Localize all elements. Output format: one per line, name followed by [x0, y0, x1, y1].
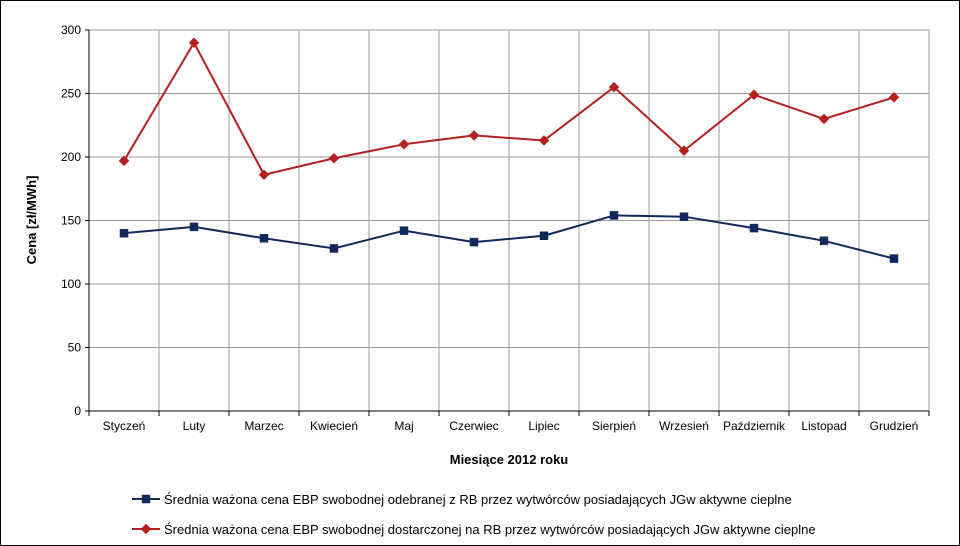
series-2-point — [608, 81, 620, 93]
axes — [85, 29, 930, 416]
legend-item-1: Średnia ważona cena EBP swobodnej odebra… — [132, 492, 792, 507]
legend-item-2: Średnia ważona cena EBP swobodnej dostar… — [132, 522, 816, 537]
series-1-point — [889, 254, 899, 263]
series-1-point — [819, 236, 829, 246]
y-tick-label: 100 — [61, 277, 81, 291]
series-2-point — [538, 135, 550, 146]
y-tick-label: 200 — [61, 150, 81, 164]
x-tick-label: Wrzesień — [659, 419, 709, 433]
x-tick-label: Listopad — [801, 419, 846, 433]
legend-swatch-marker — [140, 523, 152, 535]
series-1-line — [123, 214, 895, 260]
series-2-point — [258, 169, 270, 181]
series-2-point — [888, 91, 900, 103]
y-tick-label: 300 — [61, 23, 81, 37]
series-2-point — [398, 138, 410, 150]
series-2 — [118, 37, 900, 181]
y-axis-ticks: 0 50 100 150 200 250 300 — [61, 23, 81, 418]
gridlines — [89, 29, 930, 411]
series-2-point — [818, 113, 830, 125]
legend: Średnia ważona cena EBP swobodnej odebra… — [132, 492, 816, 537]
series-1 — [119, 211, 899, 263]
x-axis-title: Miesiące 2012 roku — [450, 452, 569, 467]
series-2-point — [118, 155, 130, 167]
x-tick-label: Kwiecień — [310, 419, 358, 433]
y-tick-label: 150 — [61, 214, 81, 228]
x-tick-label: Maj — [394, 419, 413, 433]
series-1-point — [259, 234, 269, 243]
legend-label: Średnia ważona cena EBP swobodnej dostar… — [164, 522, 816, 537]
series-2-point — [468, 130, 480, 141]
series-layer — [118, 37, 900, 263]
y-tick-label: 250 — [61, 87, 81, 101]
series-1-point — [749, 223, 759, 233]
series-2-point — [748, 89, 760, 101]
x-tick-label: Październik — [723, 419, 786, 433]
x-tick-label: Lipiec — [528, 419, 559, 433]
series-1-point — [679, 212, 689, 221]
series-1-point — [329, 244, 339, 253]
x-tick-label: Styczeń — [103, 419, 146, 433]
series-1-point — [189, 222, 199, 232]
series-1-point — [469, 237, 479, 247]
series-2-line — [123, 41, 895, 176]
series-2-point — [188, 37, 200, 49]
x-tick-label: Luty — [183, 419, 206, 433]
series-1-point — [539, 231, 549, 240]
x-tick-label: Sierpień — [592, 419, 636, 433]
series-2-point — [678, 145, 690, 157]
series-1-point — [609, 211, 619, 220]
y-tick-label: 50 — [68, 341, 82, 355]
y-axis-title: Cena [zł/MWh] — [24, 176, 39, 265]
x-axis-ticks: Styczeń Luty Marzec Kwiecień Maj Czerwiec Lipi… — [103, 419, 919, 433]
series-1-point — [119, 228, 129, 238]
x-tick-label: Grudzień — [870, 419, 919, 433]
series-2-point — [328, 152, 340, 164]
series-1-point — [399, 226, 409, 235]
legend-label: Średnia ważona cena EBP swobodnej odebra… — [164, 492, 792, 507]
x-tick-label: Czerwiec — [449, 419, 498, 433]
y-tick-label: 0 — [74, 404, 81, 418]
x-tick-label: Marzec — [244, 419, 283, 433]
legend-swatch-marker — [141, 494, 151, 504]
